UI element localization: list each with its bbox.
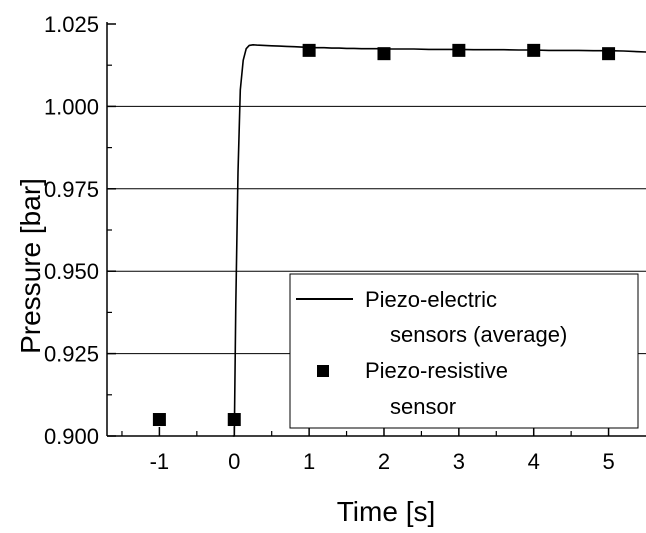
y-axis-title: Pressure [bar] xyxy=(15,178,46,354)
y-tick-label: 0.950 xyxy=(44,259,99,284)
x-tick-label: 0 xyxy=(228,449,240,474)
axes xyxy=(106,22,646,437)
legend-label-marker-line2: sensor xyxy=(390,394,456,419)
series-piezo-electric xyxy=(232,43,646,437)
data-point-piezo-resistive xyxy=(302,43,316,57)
series-piezo-resistive xyxy=(152,43,616,427)
data-point-piezo-resistive xyxy=(452,43,466,57)
data-point-piezo-resistive xyxy=(602,47,616,61)
legend-label-marker-line1: Piezo-resistive xyxy=(365,358,508,383)
x-tick-labels: -1 0 1 2 3 4 5 xyxy=(150,449,615,474)
y-tick-label: 1.025 xyxy=(44,12,99,37)
y-tick-label: 0.900 xyxy=(44,424,99,449)
x-tick-label: 3 xyxy=(453,449,465,474)
y-tick-label: 0.925 xyxy=(44,342,99,367)
legend-label-line2: sensors (average) xyxy=(390,322,567,347)
data-point-piezo-resistive xyxy=(377,47,391,61)
legend: Piezo-electric sensors (average) Piezo-r… xyxy=(289,273,639,429)
data-point-piezo-resistive xyxy=(152,413,166,427)
y-tick-label: 1.000 xyxy=(44,94,99,119)
legend-marker-swatch xyxy=(317,365,329,377)
data-point-piezo-resistive xyxy=(527,43,541,57)
series-line-piezo-electric xyxy=(232,43,646,437)
y-tick-label: 0.975 xyxy=(44,177,99,202)
y-tick-labels: 0.900 0.925 0.950 0.975 1.000 1.025 xyxy=(44,12,99,449)
x-tick-label: 2 xyxy=(378,449,390,474)
data-point-piezo-resistive xyxy=(227,413,241,427)
x-tick-label: 1 xyxy=(303,449,315,474)
x-tick-label: 4 xyxy=(528,449,540,474)
legend-label-line1: Piezo-electric xyxy=(365,287,497,312)
x-tick-label: 5 xyxy=(602,449,614,474)
x-tick-label: -1 xyxy=(150,449,170,474)
x-axis-title: Time [s] xyxy=(337,496,436,527)
